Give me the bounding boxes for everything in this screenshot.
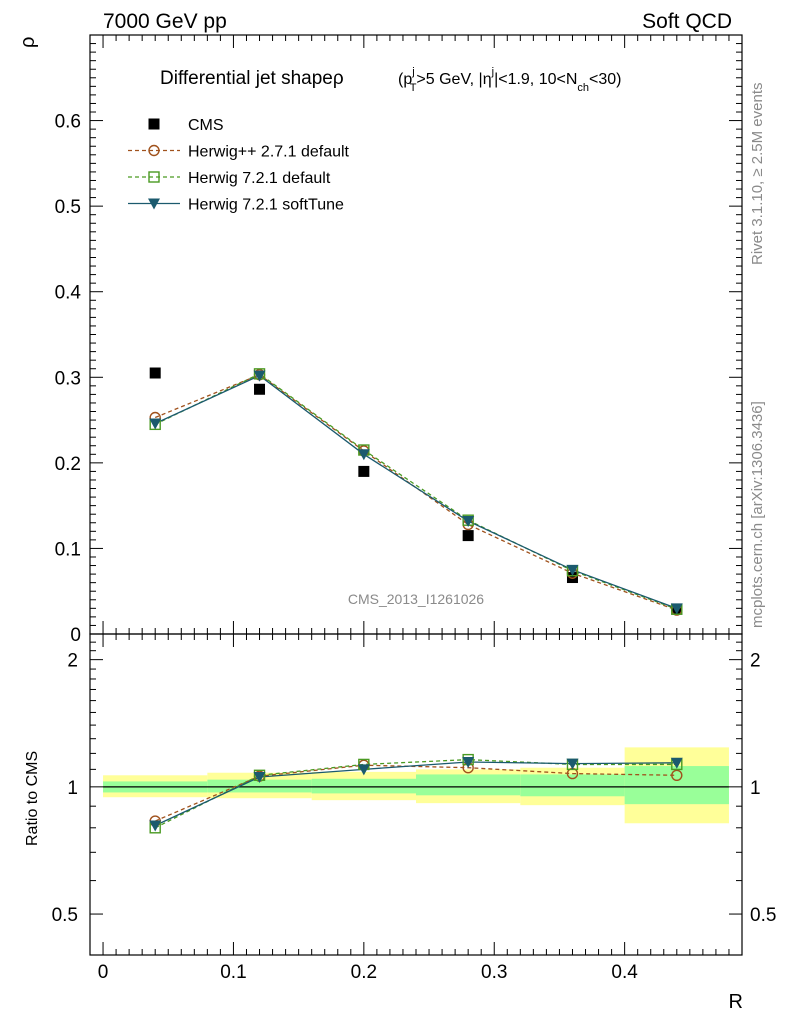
data-point-0 (149, 367, 161, 379)
data-point-3 (149, 418, 162, 430)
x-tick-label: 0 (98, 962, 109, 983)
watermark: CMS_2013_I1261026 (348, 591, 484, 607)
ratio-line-0 (154, 764, 677, 822)
plot-title: Differential jet shapeρ (pj T>5 GeV, |ηj|… (160, 66, 621, 94)
data-point-3 (566, 564, 579, 576)
data-point-0 (358, 465, 370, 477)
ratio-y-tick-label: 0.5 (52, 905, 78, 926)
y-tick-label: 0 (70, 625, 81, 646)
x-tick-label: 0.1 (220, 962, 246, 983)
main-panel: 0 0.1 0.2 0.3 0.4 0.5 0.6 (55, 34, 743, 646)
legend: CMS Herwig++ 2.7.1 default Herwig 7.2.1 de… (128, 117, 350, 214)
data-point-3 (670, 603, 683, 615)
legend-marker (148, 144, 160, 157)
ratio-point-2 (670, 757, 683, 769)
ratio-line-1 (154, 758, 677, 829)
ratio-point-2 (462, 757, 475, 769)
y-tick-label: 0.3 (55, 368, 81, 389)
ratio-y-tick-label: 2 (67, 651, 78, 672)
legend-marker (148, 118, 160, 130)
legend-label: Herwig++ 2.7.1 default (188, 144, 350, 161)
legend-label: Herwig 7.2.1 softTune (188, 197, 344, 214)
ratio-y-tick-label-right: 0.5 (750, 905, 776, 926)
data-point-0 (566, 572, 578, 584)
x-tick-label: 0.4 (611, 962, 638, 983)
header-left: 7000 GeV pp (103, 10, 227, 33)
ratio-band-inner (520, 774, 625, 797)
x-tick-label: 0.2 (351, 962, 377, 983)
y-tick-label: 0.6 (55, 112, 81, 133)
ratio-band-inner (416, 774, 521, 796)
title-main: Differential jet shapeρ (160, 68, 344, 89)
data-point-3 (357, 449, 370, 461)
y-tick-label: 0.2 (55, 454, 81, 475)
ratio-point-2 (566, 758, 579, 770)
legend-label: CMS (188, 117, 224, 134)
series-line-2 (154, 373, 678, 610)
y-tick-label: 0.4 (55, 283, 82, 304)
data-point-3 (462, 516, 475, 528)
mcplots-label: mcplots.cern.ch [arXiv:1306.3436] (749, 401, 766, 628)
ratio-line-2 (154, 761, 677, 827)
ratio-panel: 0 0.1 0.2 0.3 0.4 0.5 0.5 1 1 2 2 (52, 633, 776, 983)
header-right: Soft QCD (642, 10, 732, 33)
ratio-point-2 (149, 820, 162, 832)
data-point-0 (462, 530, 474, 542)
ratio-point-2 (357, 764, 370, 776)
data-point-3 (253, 370, 266, 382)
y-axis-label: ρ (17, 37, 39, 48)
y-tick-label: 0.1 (55, 539, 81, 560)
x-tick-label: 0.3 (481, 962, 507, 983)
ratio-point-2 (253, 772, 266, 784)
legend-label: Herwig 7.2.1 default (188, 170, 331, 187)
title-cuts: (pj T>5 GeV, |ηj|<1.9, 10<Nch<30) (398, 66, 621, 94)
ratio-y-tick-label-right: 1 (750, 778, 761, 799)
rivet-label: Rivet 3.1.10, ≥ 2.5M events (749, 83, 766, 266)
ratio-y-axis-label: Ratio to CMS (24, 751, 41, 846)
y-tick-label: 0.5 (55, 197, 81, 218)
series-line-1 (154, 373, 678, 611)
ratio-point-0 (671, 769, 683, 781)
legend-marker (148, 198, 160, 210)
series-line-3 (154, 374, 678, 609)
x-axis-label: R (729, 991, 743, 1013)
legend-marker (148, 171, 160, 183)
data-point-0 (254, 383, 266, 395)
ratio-y-tick-label-right: 2 (750, 651, 761, 672)
ratio-band-inner (624, 766, 729, 805)
ratio-band-inner (311, 778, 416, 794)
ratio-y-tick-label: 1 (67, 778, 78, 799)
